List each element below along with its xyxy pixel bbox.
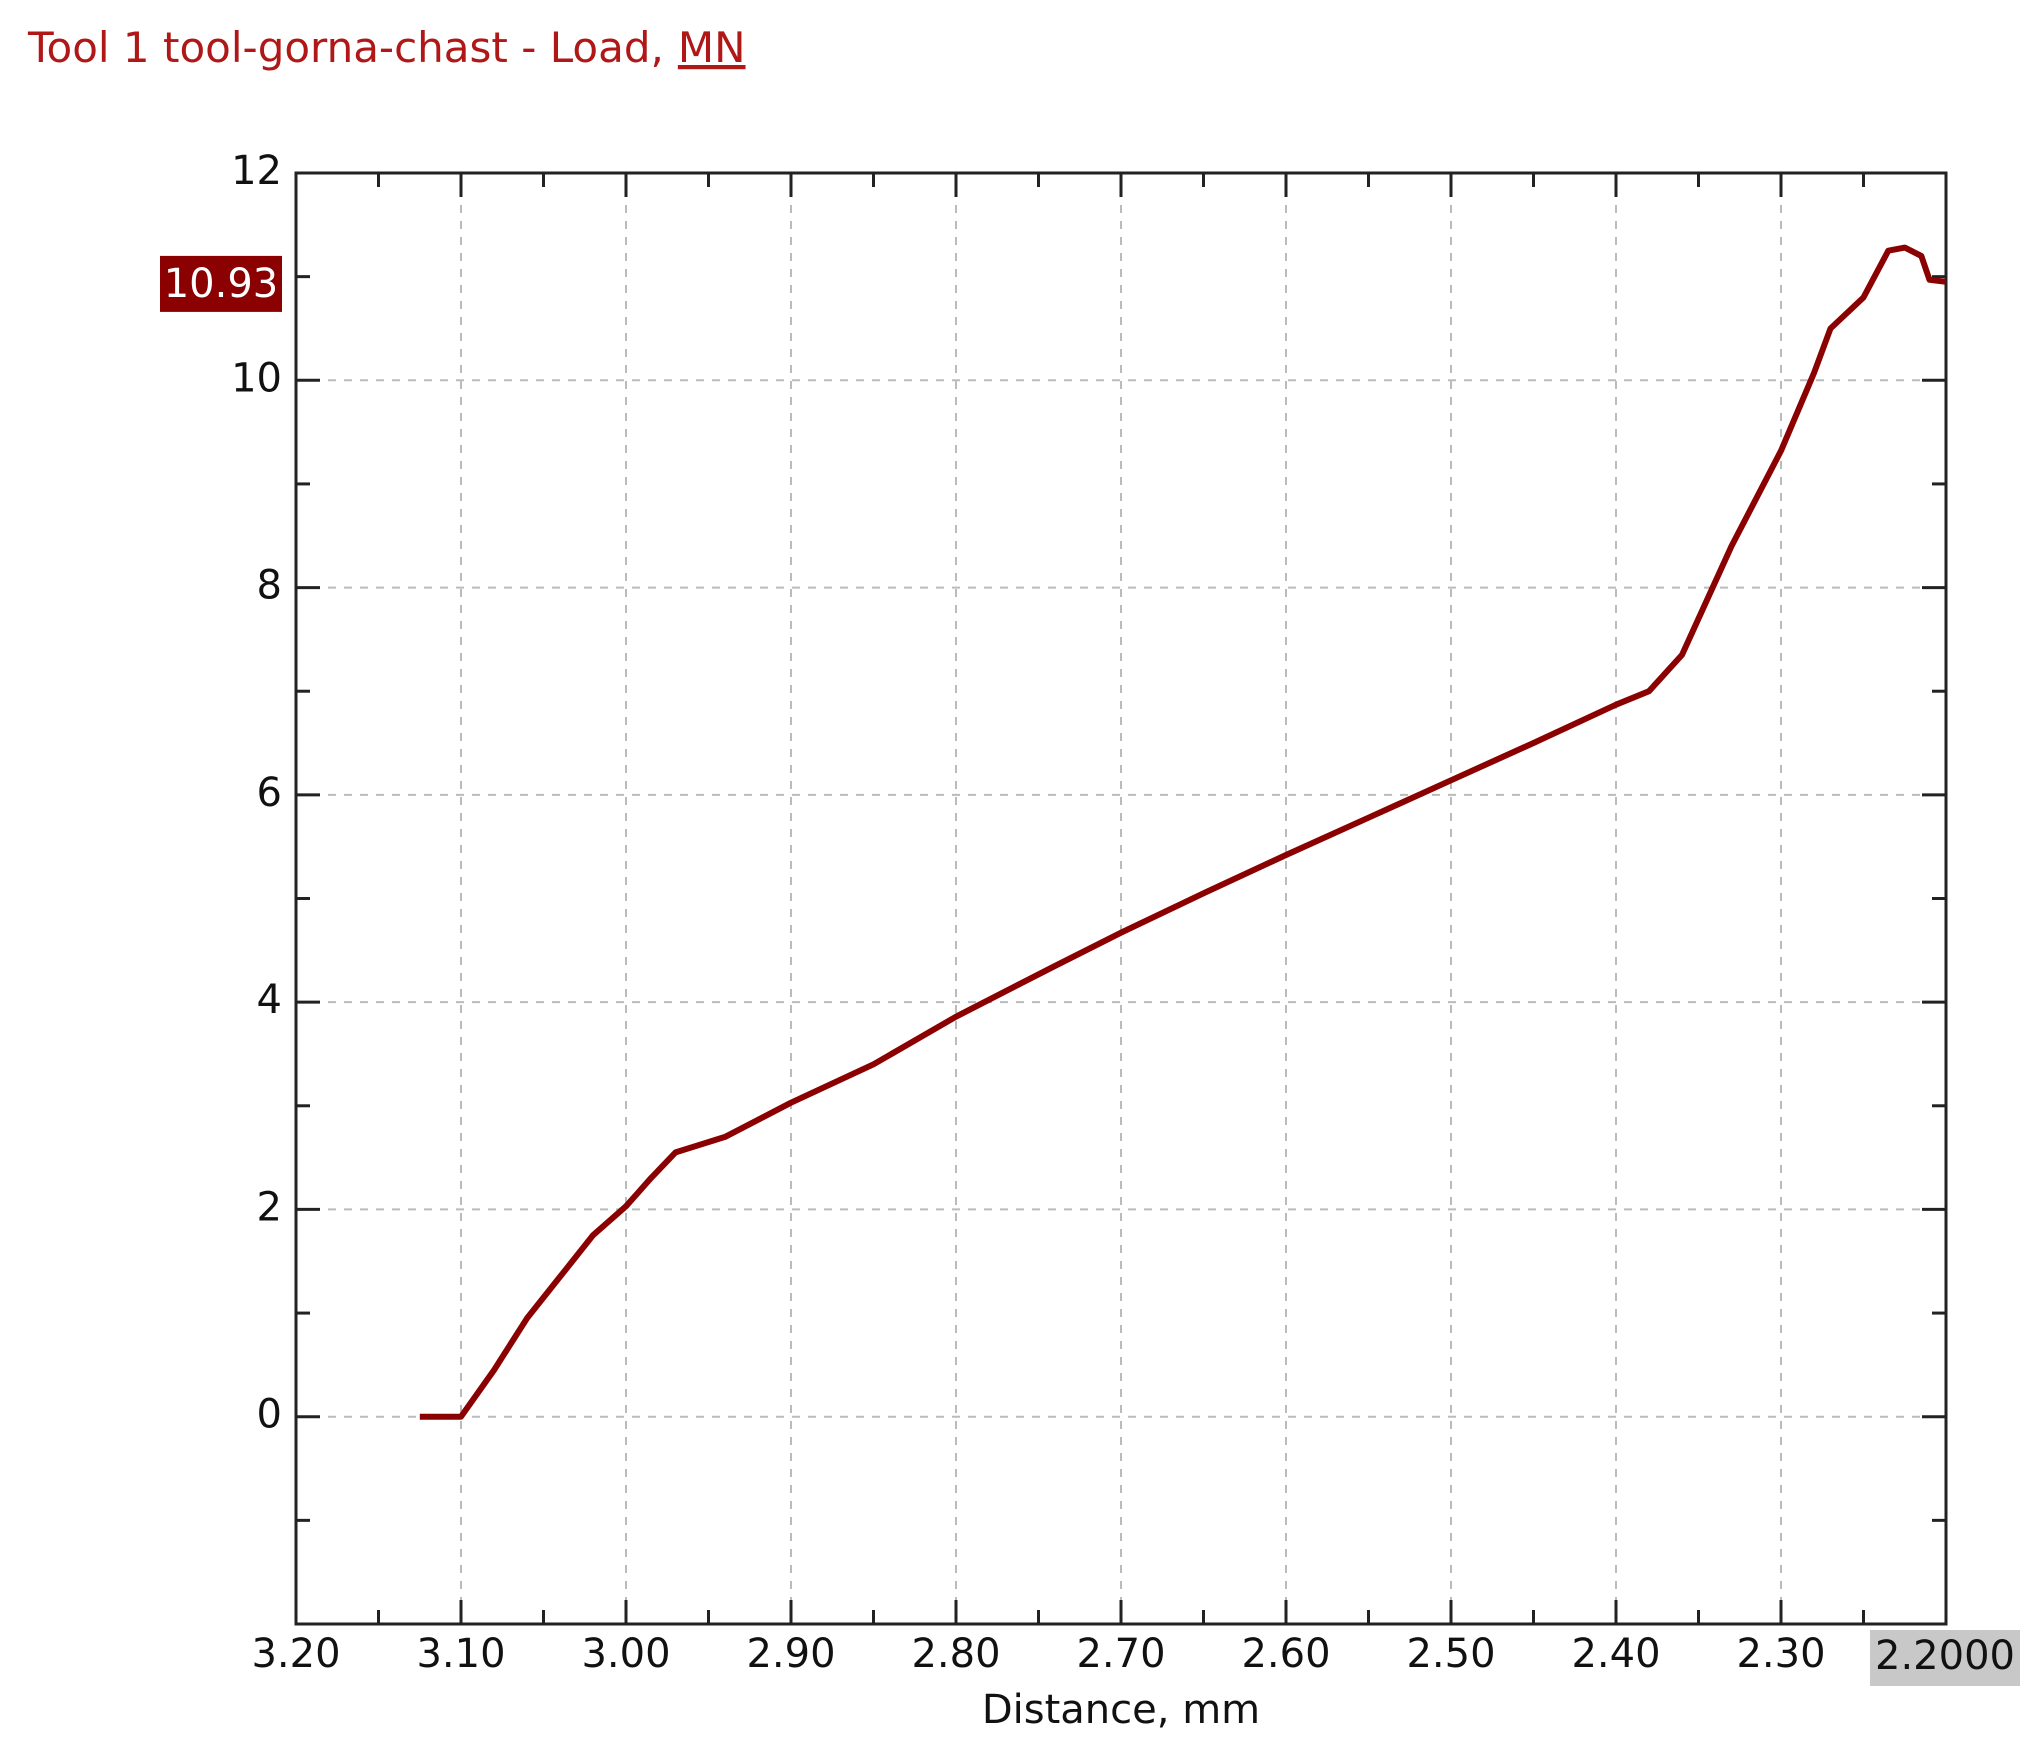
title-text: Tool 1 tool-gorna-chast - Load, <box>27 23 664 72</box>
y-tick-label: 0 <box>257 1392 282 1438</box>
plot-frame <box>294 171 1948 1626</box>
x-tick-label: 2.50 <box>1406 1631 1495 1677</box>
y-tick-label: 10 <box>231 355 282 401</box>
x-tick-label: 3.20 <box>251 1631 340 1677</box>
y-tick-label: 4 <box>257 977 282 1023</box>
x-tick-label: 2.80 <box>911 1631 1000 1677</box>
x-axis-label: Distance, mm <box>982 1687 1260 1733</box>
x-tick-label: 2.40 <box>1571 1631 1660 1677</box>
y-tick-label: 8 <box>257 563 282 609</box>
y-cursor-label: 10.93 <box>164 261 279 307</box>
chart-title: Tool 1 tool-gorna-chast - Load, MN <box>27 23 746 72</box>
x-cursor-label: 2.2000 <box>1875 1633 2015 1679</box>
x-tick-label: 2.60 <box>1241 1631 1330 1677</box>
x-tick-label: 2.30 <box>1736 1631 1825 1677</box>
y-cursor-box <box>160 255 282 312</box>
x-cursor-box <box>1870 1630 2020 1686</box>
y-tick-label: 12 <box>231 148 282 194</box>
y-tick-label: 2 <box>257 1184 282 1230</box>
title-unit: MN <box>678 23 746 72</box>
x-tick-label: 3.10 <box>416 1631 505 1677</box>
data-line <box>419 244 1947 1420</box>
x-tick-label: 2.90 <box>746 1631 835 1677</box>
x-tick-label: 3.00 <box>581 1631 670 1677</box>
y-tick-label: 6 <box>257 770 282 816</box>
x-tick-label: 2.70 <box>1076 1631 1165 1677</box>
